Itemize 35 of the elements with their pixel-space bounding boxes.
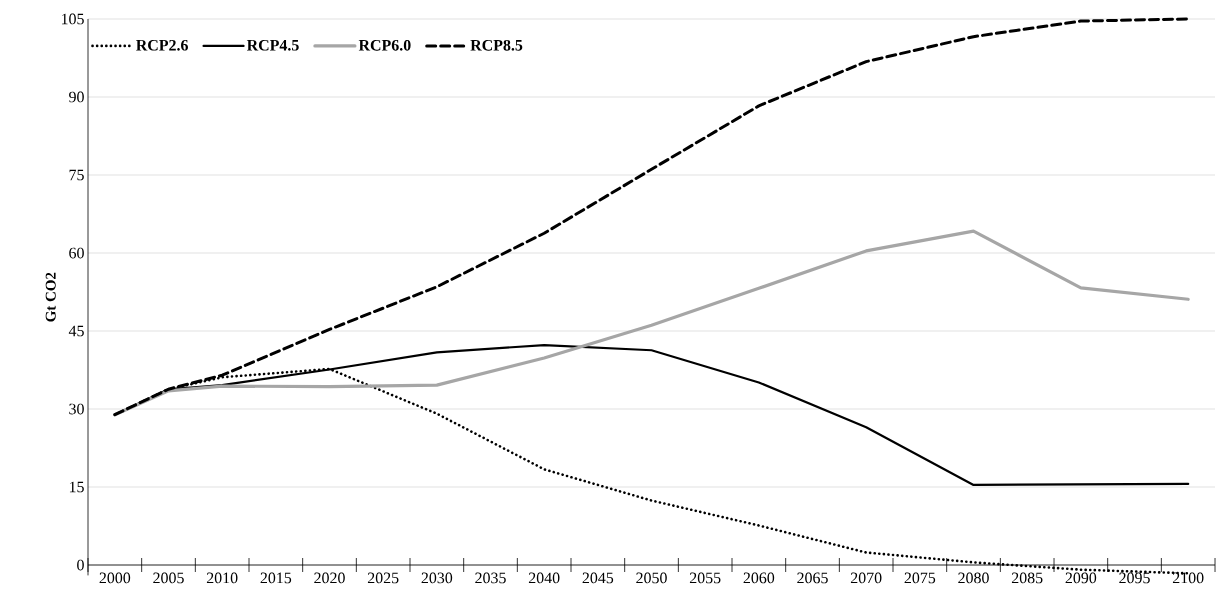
- legend-label: RCP6.0: [358, 39, 411, 51]
- x-tick-label: 2075: [904, 572, 936, 584]
- y-tick-label: 15: [69, 481, 84, 493]
- legend-label: RCP8.5: [470, 39, 523, 51]
- x-tick-label: 2015: [260, 572, 292, 584]
- x-tick-label: 2025: [367, 572, 399, 584]
- x-tick-label: 2030: [421, 572, 453, 584]
- x-tick-label: 2065: [797, 572, 828, 584]
- x-tick-label: 2000: [99, 572, 131, 584]
- line-series: [113, 229, 1190, 417]
- x-tick-label: 2100: [1172, 572, 1204, 584]
- x-tick-label: 2055: [689, 572, 721, 584]
- y-tick-label: 75: [69, 169, 84, 181]
- x-tick-label: 2035: [475, 572, 506, 584]
- x-tick-label: 2080: [958, 572, 989, 584]
- legend-label: RCP2.6: [136, 39, 188, 51]
- y-tick-label: 30: [69, 403, 84, 415]
- x-tick-label: 2095: [1119, 572, 1150, 584]
- x-tick-label: 2045: [582, 572, 614, 584]
- x-tick-label: 2050: [636, 572, 667, 584]
- x-tick-label: 2070: [850, 572, 882, 584]
- y-tick-label: 0: [77, 559, 84, 571]
- y-axis-title: Gt CO2: [45, 272, 56, 322]
- x-tick-label: 2040: [528, 572, 560, 584]
- x-tick-label: 2020: [314, 572, 345, 584]
- x-tick-label: 2060: [743, 572, 775, 584]
- x-tick-label: 2090: [1065, 572, 1097, 584]
- y-tick-label: 60: [69, 247, 84, 259]
- y-tick-label: 90: [69, 91, 84, 103]
- y-tick-label: 45: [68, 325, 84, 337]
- x-tick-label: 2010: [206, 572, 238, 584]
- legend-label: RCP4.5: [246, 39, 299, 51]
- x-tick-label: 2005: [153, 572, 184, 584]
- x-tick-label: 2085: [1011, 572, 1043, 584]
- y-tick-label: 105: [61, 13, 84, 25]
